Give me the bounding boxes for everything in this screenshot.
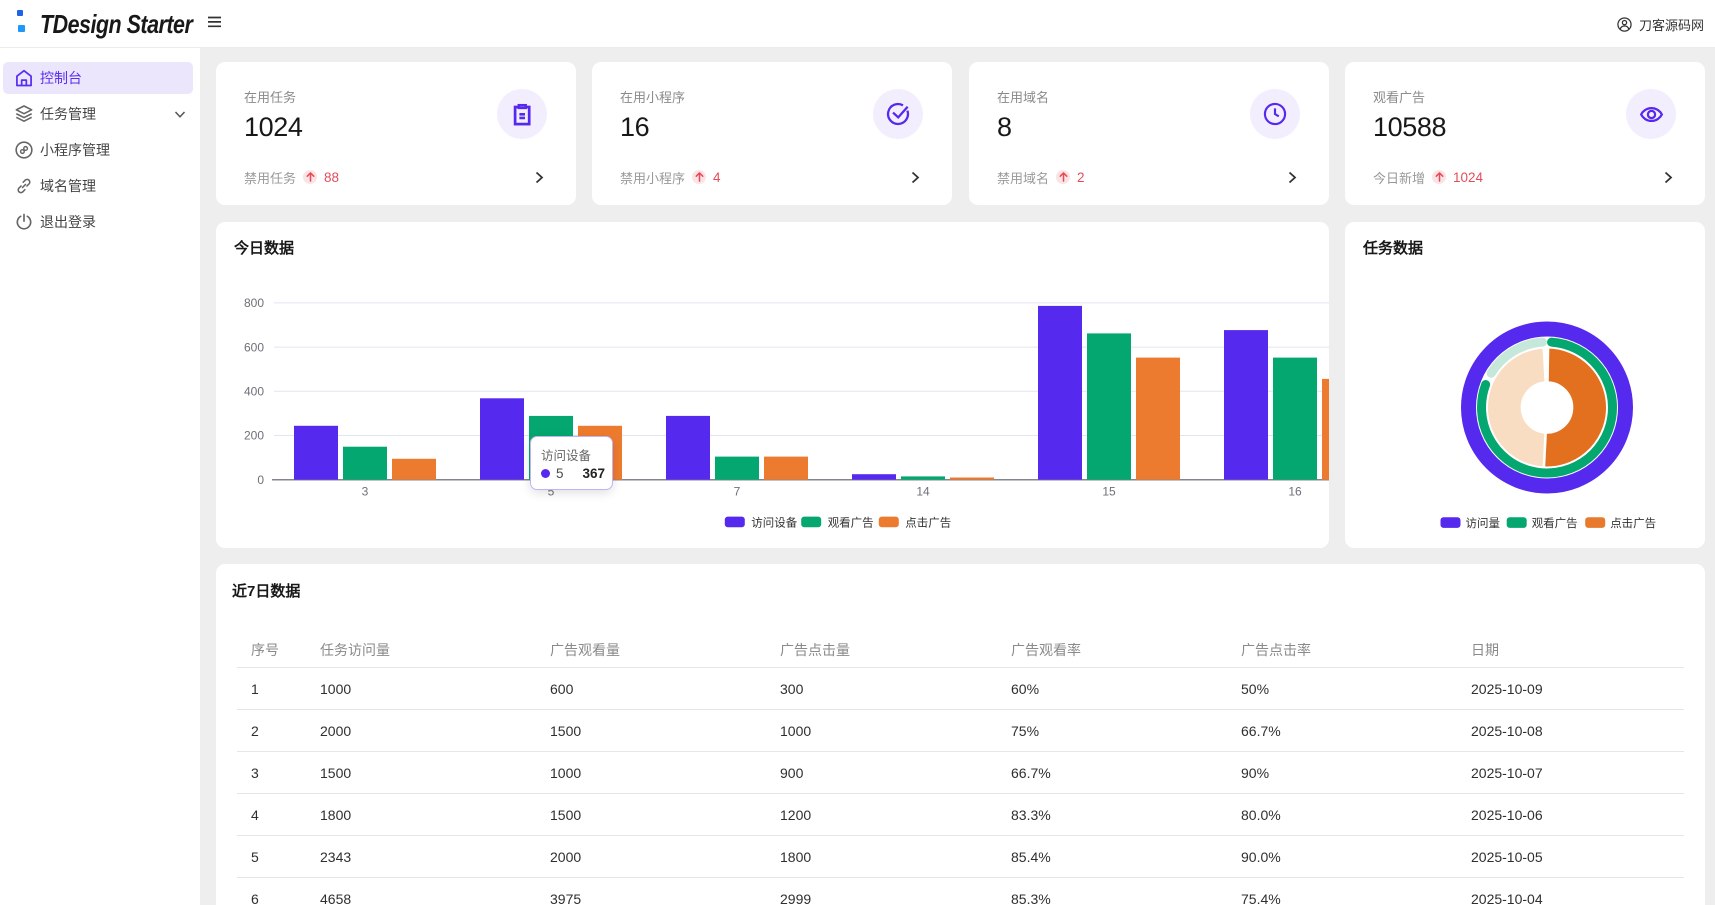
svg-text:访问设备: 访问设备 — [751, 515, 797, 529]
svg-text:200: 200 — [244, 429, 264, 443]
svg-text:访问量: 访问量 — [1466, 517, 1501, 530]
svg-text:600: 600 — [244, 340, 264, 354]
svg-text:15: 15 — [1102, 485, 1116, 499]
svg-text:400: 400 — [244, 385, 264, 399]
svg-text:观看广告: 观看广告 — [828, 515, 874, 529]
svg-text:14: 14 — [916, 485, 930, 499]
svg-text:点击广告: 点击广告 — [1610, 517, 1656, 530]
svg-text:点击广告: 点击广告 — [905, 516, 951, 529]
svg-text:16: 16 — [1288, 485, 1302, 499]
svg-text:800: 800 — [244, 296, 264, 310]
svg-text:观看广告: 观看广告 — [1532, 516, 1578, 530]
svg-text:0: 0 — [257, 473, 264, 487]
svg-text:5: 5 — [548, 485, 555, 499]
svg-text:7: 7 — [734, 485, 741, 499]
svg-text:3: 3 — [362, 485, 369, 499]
